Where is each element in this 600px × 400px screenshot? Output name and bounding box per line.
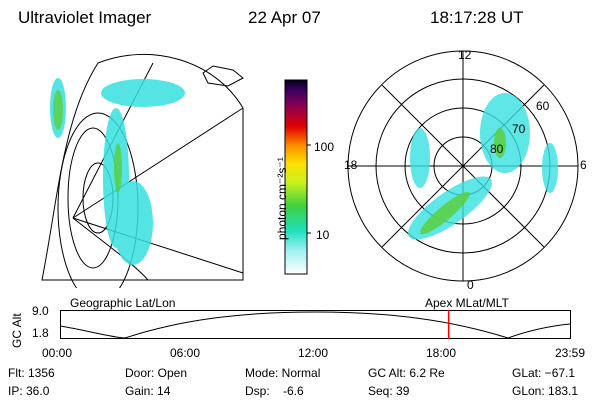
door-status: Door: Open — [125, 366, 188, 380]
altitude-timeline — [60, 310, 571, 339]
dsp-value: Dsp: -6.6 — [245, 384, 304, 398]
polar-lat-60: 60 — [536, 99, 550, 113]
flight-number: Flt: 1356 — [8, 366, 55, 380]
gc-alt-value: GC Alt: 6.2 Re — [368, 366, 445, 380]
timeline-left-title: Geographic Lat/Lon — [70, 296, 176, 310]
date-label: 22 Apr 07 — [248, 8, 321, 27]
time-label: 18:17:28 UT — [430, 8, 524, 27]
timeline-xtick-4: 23:59 — [555, 346, 586, 360]
colorbar-tick-10: 10 — [316, 228, 330, 242]
colorbar — [284, 79, 311, 275]
timeline-xtick-3: 18:00 — [426, 346, 457, 360]
polar-label-0: 0 — [467, 278, 474, 292]
timeline-ytick-top: 9.0 — [32, 304, 49, 318]
timeline-xtick-0: 00:00 — [42, 346, 73, 360]
mode-value: Mode: Normal — [245, 366, 321, 380]
app-title: Ultraviolet Imager — [18, 8, 152, 27]
colorbar-label: photon cm⁻²s⁻¹ — [275, 157, 289, 240]
polar-lat-70: 70 — [512, 122, 526, 136]
colorbar-tick-100: 100 — [314, 140, 335, 154]
map-outline — [41, 53, 244, 281]
timeline-xtick-2: 12:00 — [298, 346, 329, 360]
timeline-right-title: Apex MLat/MLT — [425, 296, 509, 310]
glon-value: GLon: 183.1 — [512, 384, 579, 398]
polar-label-6: 6 — [580, 158, 587, 172]
gain-value: Gain: 14 — [125, 384, 171, 398]
polar-label-12: 12 — [458, 48, 472, 62]
polar-lat-80: 80 — [490, 142, 504, 156]
timeline-ytick-bottom: 1.8 — [32, 326, 49, 340]
glat-value: GLat: −67.1 — [512, 366, 576, 380]
meridian-line-2 — [72, 217, 244, 274]
meridian-line-4 — [72, 217, 149, 281]
ip-value: IP: 36.0 — [8, 384, 50, 398]
timeline-xtick-1: 06:00 — [170, 346, 201, 360]
coastline — [202, 65, 244, 87]
geographic-map — [41, 53, 244, 288]
polar-label-18: 18 — [344, 158, 358, 172]
polar-plot — [347, 50, 579, 282]
meridian-line-1 — [72, 107, 244, 219]
timeline-ylabel: GC Alt — [10, 313, 24, 348]
seq-value: Seq: 39 — [368, 384, 410, 398]
